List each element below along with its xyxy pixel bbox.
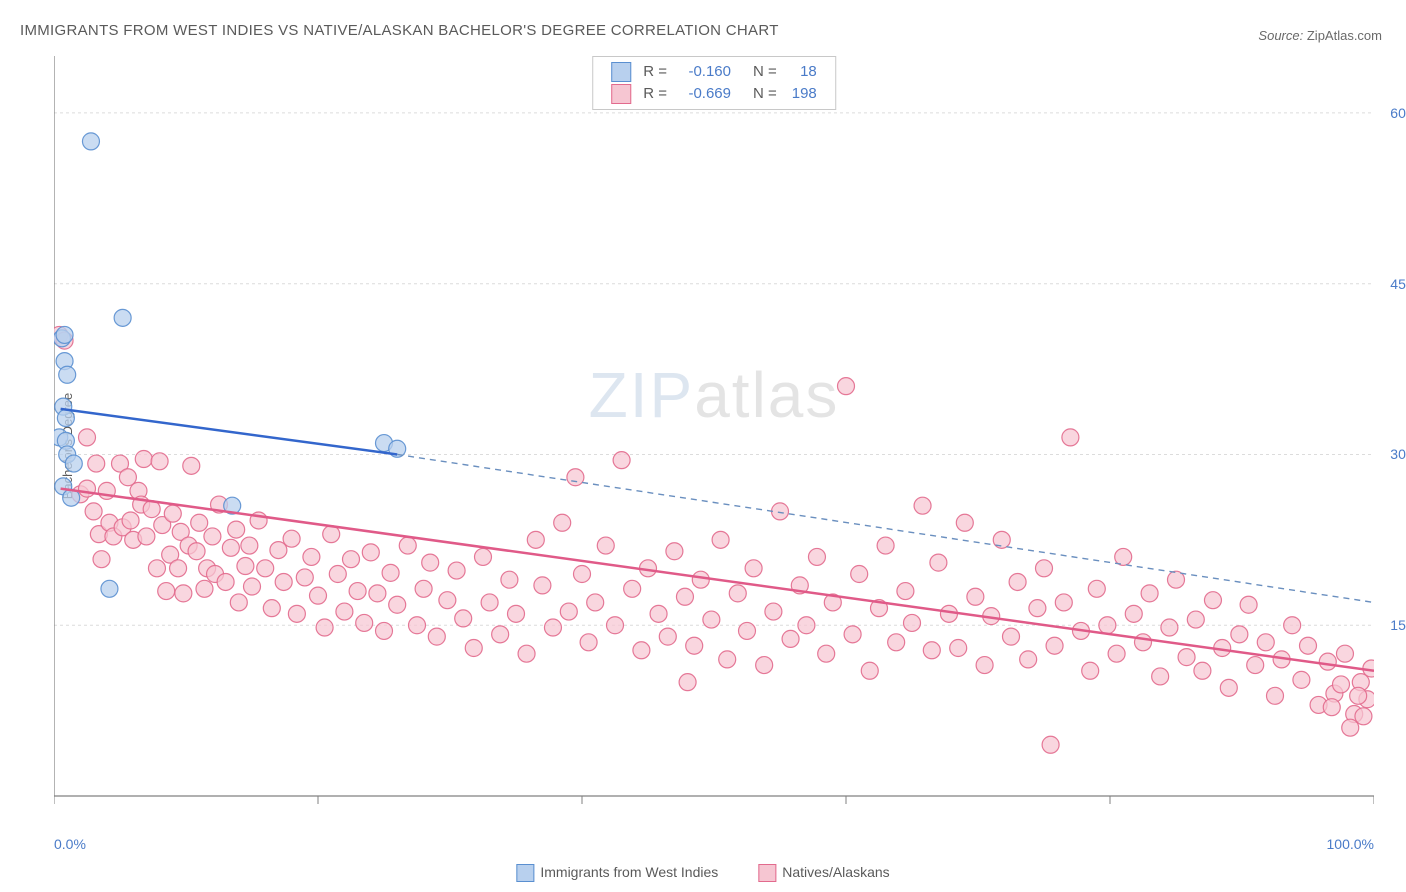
legend-swatch	[516, 864, 534, 882]
y-tick-label: 45.0%	[1390, 276, 1406, 292]
r-value: -0.669	[675, 83, 731, 105]
r-label: R =	[643, 61, 667, 83]
correlation-legend-row: R = -0.160 N = 18	[611, 61, 817, 83]
r-value: -0.160	[675, 61, 731, 83]
chart-container: ZIPatlas R =-0.160N =18R =-0.669N =198 1…	[54, 56, 1374, 826]
n-label: N =	[753, 61, 777, 83]
legend-swatch	[611, 84, 631, 104]
legend-item: Immigrants from West Indies	[516, 864, 718, 882]
legend-item: Natives/Alaskans	[758, 864, 889, 882]
legend-label: Natives/Alaskans	[782, 864, 889, 880]
source-value: ZipAtlas.com	[1307, 28, 1382, 43]
n-label: N =	[753, 83, 777, 105]
y-tick-label: 30.0%	[1390, 446, 1406, 462]
n-value: 18	[785, 61, 817, 83]
scatter-plot	[54, 56, 1374, 826]
correlation-legend-row: R = -0.669 N = 198	[611, 83, 817, 105]
r-label: R =	[643, 83, 667, 105]
source-attribution: Source: ZipAtlas.com	[1258, 28, 1382, 43]
source-label: Source:	[1258, 28, 1303, 43]
n-value: 198	[785, 83, 817, 105]
correlation-legend: R = -0.160 N = 18 R = -0.669 N = 198	[592, 56, 836, 110]
y-tick-label: 60.0%	[1390, 105, 1406, 121]
x-tick-label: 0.0%	[54, 836, 86, 852]
legend-label: Immigrants from West Indies	[540, 864, 718, 880]
chart-title: IMMIGRANTS FROM WEST INDIES VS NATIVE/AL…	[20, 22, 779, 39]
y-tick-label: 15.0%	[1390, 617, 1406, 633]
series-legend: Immigrants from West Indies Natives/Alask…	[516, 864, 889, 882]
legend-swatch	[611, 62, 631, 82]
legend-swatch	[758, 864, 776, 882]
x-tick-label: 100.0%	[1327, 836, 1374, 852]
